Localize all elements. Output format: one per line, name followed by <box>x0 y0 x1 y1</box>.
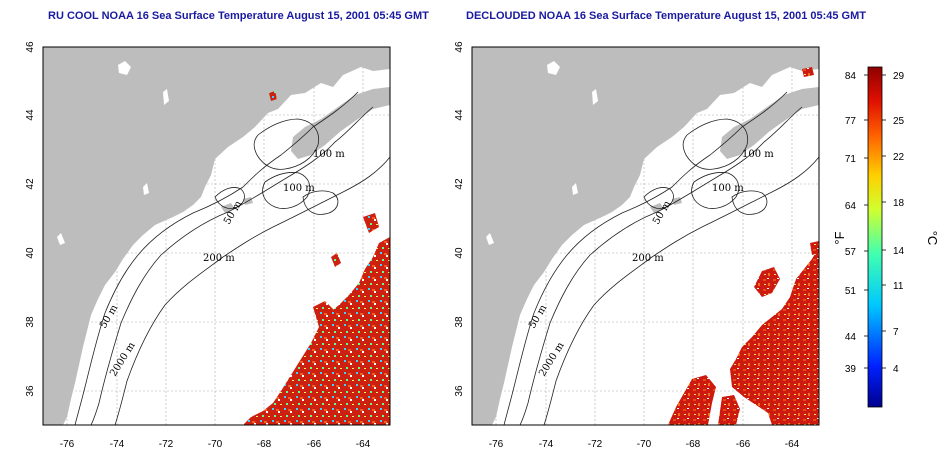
x-tick-left-66: -66 <box>307 439 322 450</box>
x-tick-left-64: -64 <box>356 439 371 450</box>
right-map-title: DECLOUDED NOAA 16 Sea Surface Temperatur… <box>466 10 866 22</box>
y-tick-left-44: 44 <box>25 109 36 121</box>
contour-label-100m-lower: 100 m <box>712 183 744 194</box>
cb-c-22: 22 <box>893 152 905 163</box>
cb-c-25: 25 <box>893 116 905 127</box>
cb-c-14: 14 <box>893 246 905 257</box>
cb-f-77: 77 <box>845 116 857 127</box>
cb-f-51: 51 <box>845 286 857 297</box>
x-tick-right-72: -72 <box>588 439 603 450</box>
y-tick-right-44: 44 <box>454 109 465 121</box>
cb-c-11: 11 <box>893 281 904 292</box>
y-tick-left-46: 46 <box>25 41 36 53</box>
contour-label-200m: 200 m <box>632 253 664 264</box>
cb-f-39: 39 <box>845 364 857 375</box>
y-tick-right-46: 46 <box>454 41 465 53</box>
contour-label-200m: 200 m <box>203 253 235 264</box>
cb-c-4: 4 <box>893 364 899 375</box>
y-tick-right-42: 42 <box>454 178 465 190</box>
x-tick-right-68: -68 <box>686 439 701 450</box>
left-map-title: RU COOL NOAA 16 Sea Surface Temperature … <box>48 10 429 22</box>
cb-f-44: 44 <box>845 332 857 343</box>
fahrenheit-unit-label: °F <box>832 231 847 244</box>
y-tick-right-38: 38 <box>454 316 465 328</box>
colorbar: 84 77 71 64 57 51 44 39 29 25 22 18 14 1… <box>832 66 940 408</box>
contour-label-100m-lower: 100 m <box>283 183 315 194</box>
right-y-axis: 46 44 42 40 38 36 <box>454 41 465 397</box>
cb-f-57: 57 <box>845 247 857 258</box>
right-x-axis: -76 -74 -72 -70 -68 -66 -64 <box>489 439 800 450</box>
cb-f-71: 71 <box>845 154 857 165</box>
x-tick-left-74: -74 <box>110 439 125 450</box>
sst-data-cloudy <box>243 237 390 425</box>
y-tick-left-36: 36 <box>25 385 36 397</box>
x-tick-right-70: -70 <box>637 439 652 450</box>
x-tick-right-66: -66 <box>736 439 751 450</box>
x-tick-left-68: -68 <box>257 439 272 450</box>
right-map-panel: 100 m 100 m 50 m 200 m 50 m 2000 m <box>471 46 820 426</box>
x-tick-right-76: -76 <box>489 439 504 450</box>
cb-c-18: 18 <box>893 198 905 209</box>
y-tick-right-40: 40 <box>454 247 465 259</box>
cb-f-64: 64 <box>845 201 857 212</box>
cb-c-29: 29 <box>893 71 905 82</box>
x-tick-right-74: -74 <box>539 439 554 450</box>
colorbar-gradient <box>867 66 883 408</box>
y-tick-left-42: 42 <box>25 178 36 190</box>
x-tick-left-76: -76 <box>60 439 75 450</box>
left-x-axis: -76 -74 -72 -70 -68 -66 -64 <box>60 439 371 450</box>
left-y-axis: 46 44 42 40 38 36 <box>25 41 36 397</box>
celsius-unit-label: °C <box>925 231 940 246</box>
x-tick-left-70: -70 <box>208 439 223 450</box>
left-map-panel: 100 m 100 m 50 m 200 m 50 m 2000 m <box>42 46 391 426</box>
x-tick-left-72: -72 <box>159 439 174 450</box>
x-tick-right-64: -64 <box>785 439 800 450</box>
contour-label-100m-upper: 100 m <box>313 149 345 160</box>
y-tick-left-40: 40 <box>25 247 36 259</box>
contour-label-100m-upper: 100 m <box>742 149 774 160</box>
y-tick-right-36: 36 <box>454 385 465 397</box>
cb-f-84: 84 <box>845 71 857 82</box>
y-tick-left-38: 38 <box>25 316 36 328</box>
sst-data-declouded <box>730 247 819 425</box>
cb-c-7: 7 <box>893 327 899 338</box>
